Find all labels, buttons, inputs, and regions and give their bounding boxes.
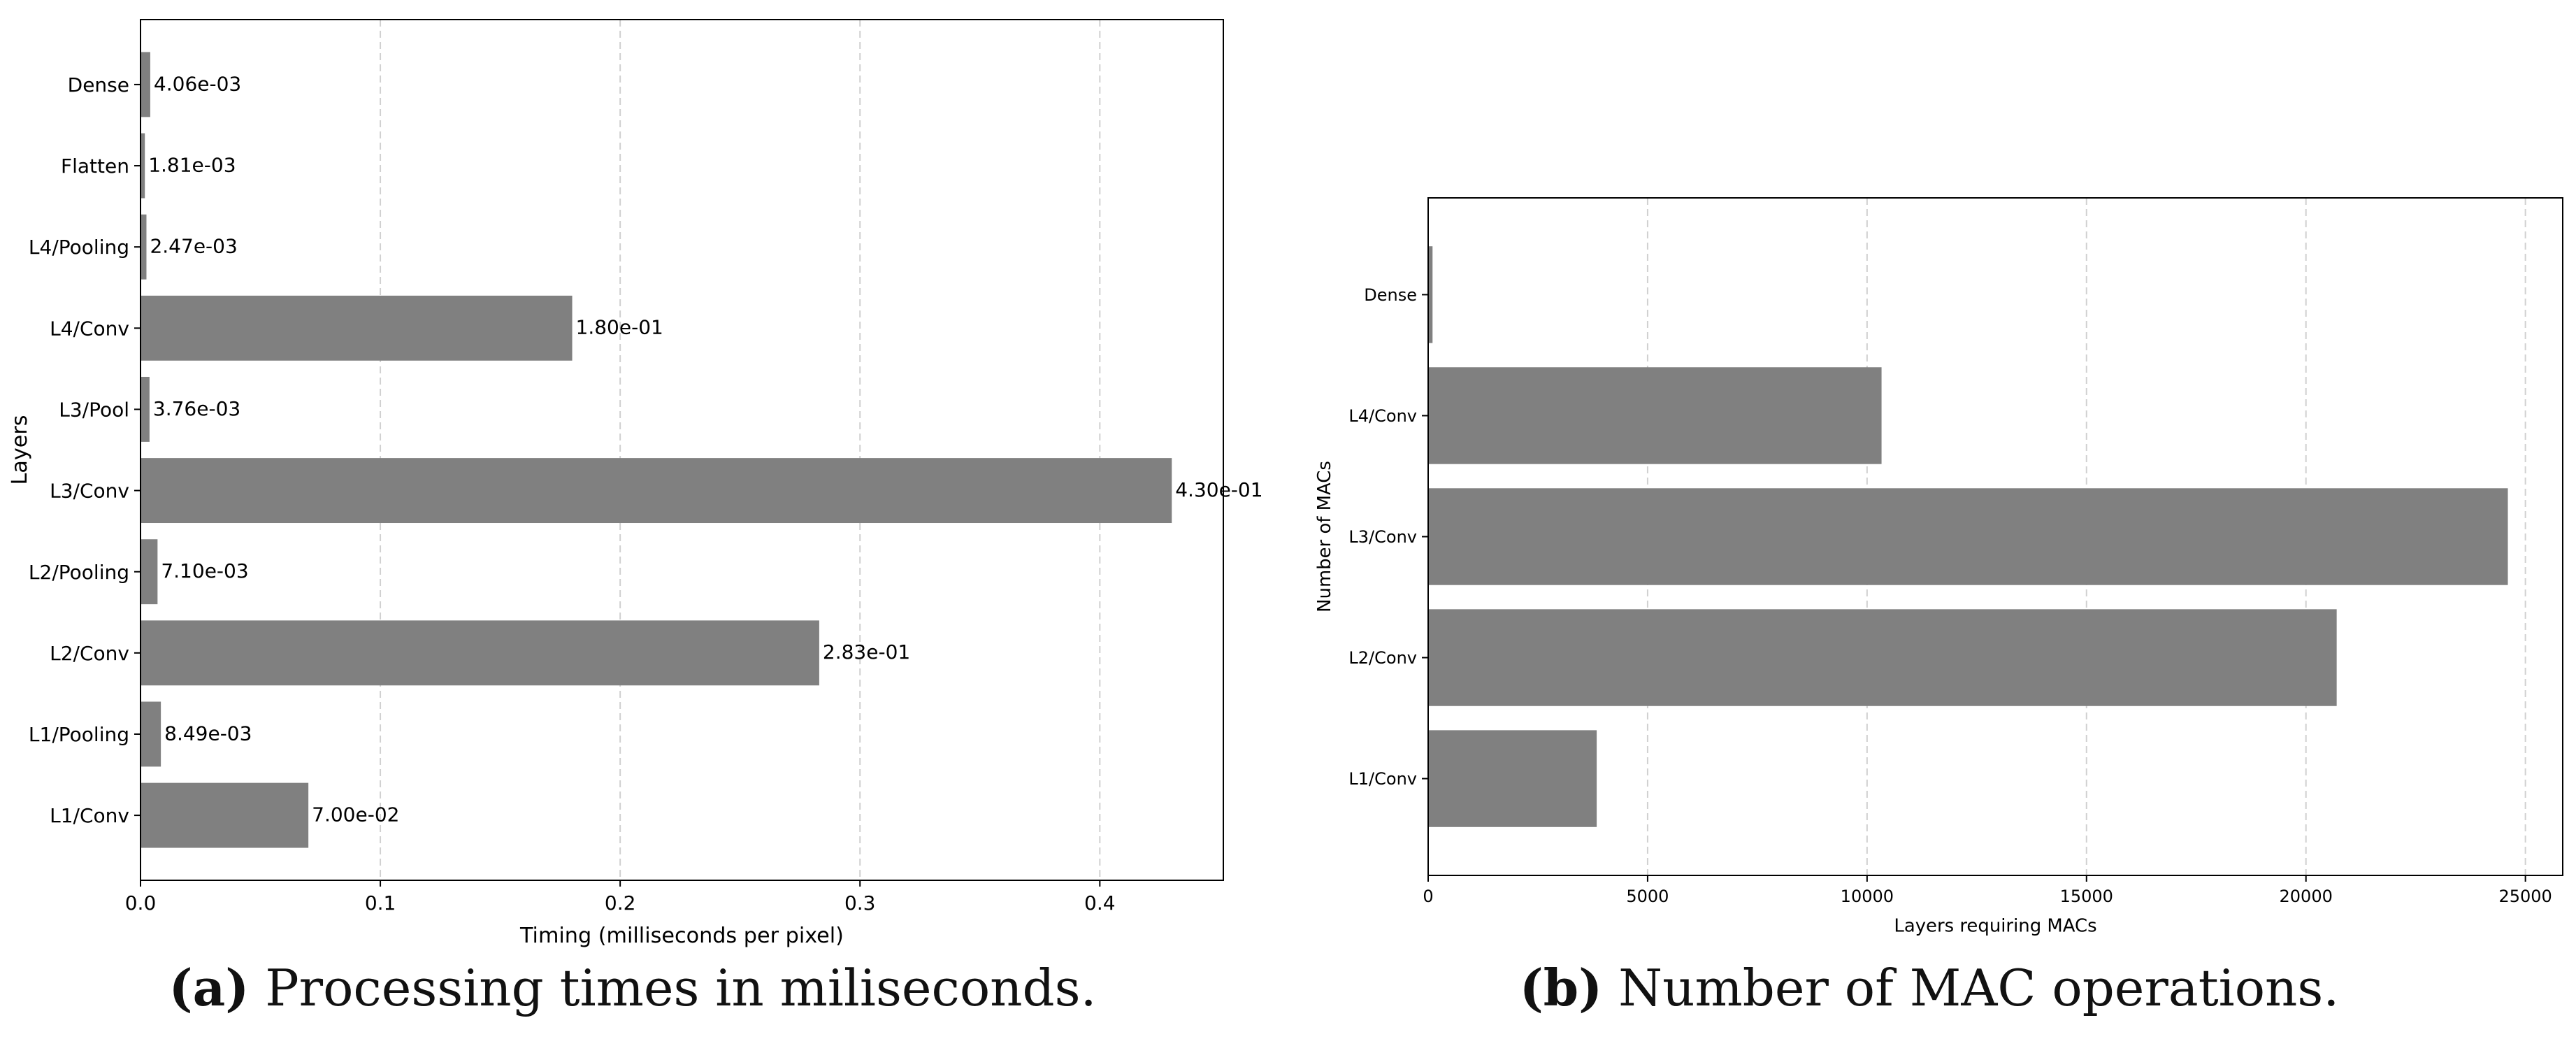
chart0-bar: [141, 782, 309, 848]
chart1-ytick-label: L1/Conv: [1348, 769, 1417, 789]
caption-a: (a) Processing times in miliseconds.: [169, 958, 1097, 1017]
chart1-ytick-label: L3/Conv: [1348, 527, 1417, 547]
caption-b: (b) Number of MAC operations.: [1520, 958, 2340, 1017]
chart1-axes-frame: [1427, 197, 2563, 876]
chart0-xtick-label: 0.3: [844, 891, 876, 915]
caption-b-text: Number of MAC operations.: [1618, 959, 2340, 1017]
chart1-ytick-label: L2/Conv: [1348, 648, 1417, 668]
chart0-bar: [141, 376, 150, 442]
chart0-ytick-label: L1/Pooling: [29, 723, 129, 746]
chart0-ytick-label: L3/Pool: [59, 399, 129, 422]
chart0-data-label: 4.30e-01: [1175, 478, 1262, 501]
chart0-bar: [141, 620, 819, 686]
chart0-ytick-label: L4/Conv: [50, 317, 129, 340]
chart1-bar: [1428, 488, 2508, 585]
chart0-xtick-label: 0.2: [605, 891, 636, 915]
chart0-xtick-label: 0.0: [125, 891, 157, 915]
chart1-bar: [1428, 609, 2337, 706]
chart0-data-label: 2.47e-03: [150, 235, 237, 258]
chart1-bar: [1428, 246, 1433, 343]
chart1-xtick-label: 10000: [1841, 887, 1894, 906]
chart1-xtick-label: 0: [1423, 887, 1433, 906]
chart0-ytick-label: L2/Pooling: [29, 561, 129, 584]
chart0-x-axis-label: Timing (milliseconds per pixel): [519, 924, 844, 948]
chart0-bar: [141, 539, 158, 605]
chart1-xtick-label: 5000: [1626, 887, 1669, 906]
caption-b-label: (b): [1519, 958, 1603, 1017]
chart0-ytick-label: L3/Conv: [50, 480, 129, 503]
chart0-ytick-label: Flatten: [61, 155, 129, 178]
chart0-bar: [141, 133, 145, 199]
chart0-bar: [141, 214, 147, 280]
chart0-xtick-label: 0.4: [1084, 891, 1116, 915]
chart0-ytick-label: L4/Pooling: [29, 236, 129, 259]
chart0-bar: [141, 295, 573, 361]
chart0-bar: [141, 458, 1172, 524]
chart0-bar: [141, 701, 161, 767]
chart1-ytick-label: Dense: [1364, 285, 1417, 305]
chart1-xtick-label: 25000: [2498, 887, 2552, 906]
chart0-bar: [141, 52, 150, 117]
chart1-bar: [1428, 730, 1597, 827]
chart1-xtick-label: 20000: [2280, 887, 2333, 906]
chart0-data-label: 1.80e-01: [576, 316, 663, 339]
chart0-data-label: 2.83e-01: [823, 640, 910, 664]
caption-a-label: (a): [168, 958, 250, 1017]
chart0-data-label: 3.76e-03: [153, 397, 240, 420]
chart0-data-label: 7.10e-03: [161, 559, 248, 582]
chart1-y-axis-label: Number of MACs: [1314, 461, 1335, 613]
chart0-data-label: 4.06e-03: [154, 72, 241, 95]
chart1-x-axis-label: Layers requiring MACs: [1894, 915, 2096, 936]
chart0-ytick-label: Dense: [68, 73, 129, 96]
chart0-ytick-label: L1/Conv: [50, 804, 129, 827]
chart0-axes-frame: [140, 19, 1224, 881]
chart0-xtick-label: 0.1: [365, 891, 396, 915]
chart0-ytick-label: L2/Conv: [50, 642, 129, 665]
chart1-bar: [1428, 367, 1882, 464]
chart0-data-label: 8.49e-03: [164, 722, 252, 745]
chart1-xtick-label: 15000: [2060, 887, 2113, 906]
caption-a-text: Processing times in miliseconds.: [265, 959, 1097, 1017]
chart0-data-label: 1.81e-03: [148, 153, 236, 176]
chart1-ytick-label: L4/Conv: [1348, 406, 1417, 426]
chart0-data-label: 7.00e-02: [312, 803, 399, 826]
chart0-y-axis-label: Layers: [8, 415, 32, 485]
